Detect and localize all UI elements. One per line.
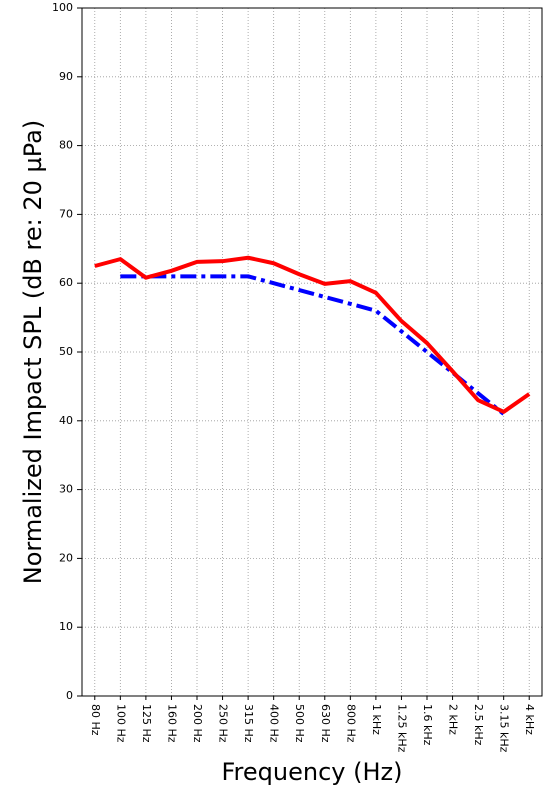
y-tick-label: 30 xyxy=(59,483,73,496)
x-tick-label: 630 Hz xyxy=(319,704,332,743)
x-tick-label: 2.5 kHz xyxy=(472,704,485,746)
x-tick-label: 200 Hz xyxy=(191,704,204,743)
x-tick-label: 160 Hz xyxy=(165,704,178,743)
x-tick-label: 250 Hz xyxy=(217,704,230,743)
y-tick-label: 20 xyxy=(59,551,73,564)
y-tick-label: 60 xyxy=(59,276,73,289)
x-tick-label: 80 Hz xyxy=(89,704,102,736)
x-tick-label: 1.6 kHz xyxy=(421,704,434,746)
x-tick-label: 125 Hz xyxy=(140,704,153,743)
y-tick-label: 50 xyxy=(59,345,73,358)
y-tick-label: 90 xyxy=(59,70,73,83)
x-tick-label: 1.25 kHz xyxy=(395,704,408,753)
y-tick-label: 80 xyxy=(59,139,73,152)
series-line xyxy=(94,255,531,414)
x-tick-label: 3.15 kHz xyxy=(498,704,511,753)
x-tick-label: 315 Hz xyxy=(242,704,255,743)
x-tick-label: 4 kHz xyxy=(523,704,536,735)
x-tick-label: 800 Hz xyxy=(344,704,357,743)
x-tick-label: 1 kHz xyxy=(370,704,383,735)
x-axis-title: Frequency (Hz) xyxy=(222,758,403,786)
x-tick-label: 2 kHz xyxy=(447,704,460,735)
y-tick-label: 100 xyxy=(52,1,73,14)
y-tick-label: 10 xyxy=(59,620,73,633)
x-tick-label: 400 Hz xyxy=(268,704,281,743)
x-tick-label: 100 Hz xyxy=(114,704,127,743)
x-tick-label: 500 Hz xyxy=(293,704,306,743)
y-tick-label: 40 xyxy=(59,414,73,427)
y-tick-label: 70 xyxy=(59,207,73,220)
plot-frame xyxy=(81,7,543,697)
y-tick-label: 0 xyxy=(66,689,73,702)
series-line xyxy=(120,274,505,416)
y-axis-title: Normalized Impact SPL (dB re: 20 µPa) xyxy=(19,120,47,584)
